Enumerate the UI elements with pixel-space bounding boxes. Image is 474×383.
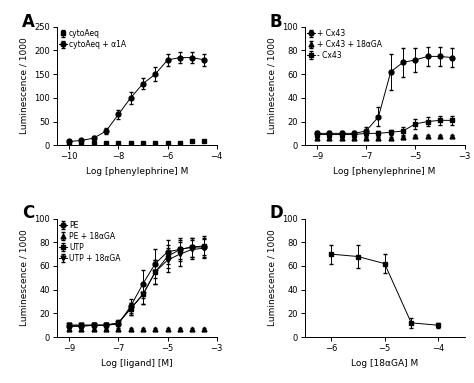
Legend: + Cx43, + Cx43 + 18αGA, - Cx43: + Cx43, + Cx43 + 18αGA, - Cx43	[306, 28, 383, 61]
Y-axis label: Luminescence / 1000: Luminescence / 1000	[19, 229, 28, 326]
X-axis label: Log [phenylephrine] M: Log [phenylephrine] M	[333, 167, 436, 176]
X-axis label: Log [ligand] [M]: Log [ligand] [M]	[101, 358, 173, 368]
X-axis label: Log [phenylephrine] M: Log [phenylephrine] M	[86, 167, 188, 176]
Text: B: B	[270, 13, 282, 31]
Y-axis label: Luminescence / 1000: Luminescence / 1000	[267, 38, 276, 134]
Y-axis label: Luminescence / 1000: Luminescence / 1000	[267, 229, 276, 326]
Y-axis label: Luminescence / 1000: Luminescence / 1000	[19, 38, 28, 134]
Legend: PE, PE + 18αGA, UTP, UTP + 18αGA: PE, PE + 18αGA, UTP, UTP + 18αGA	[58, 220, 121, 264]
Text: C: C	[22, 205, 34, 223]
Text: D: D	[270, 205, 283, 223]
Legend: cytoAeq, cytoAeq + α1A: cytoAeq, cytoAeq + α1A	[58, 28, 127, 50]
X-axis label: Log [18αGA] M: Log [18αGA] M	[351, 358, 418, 368]
Text: A: A	[22, 13, 35, 31]
